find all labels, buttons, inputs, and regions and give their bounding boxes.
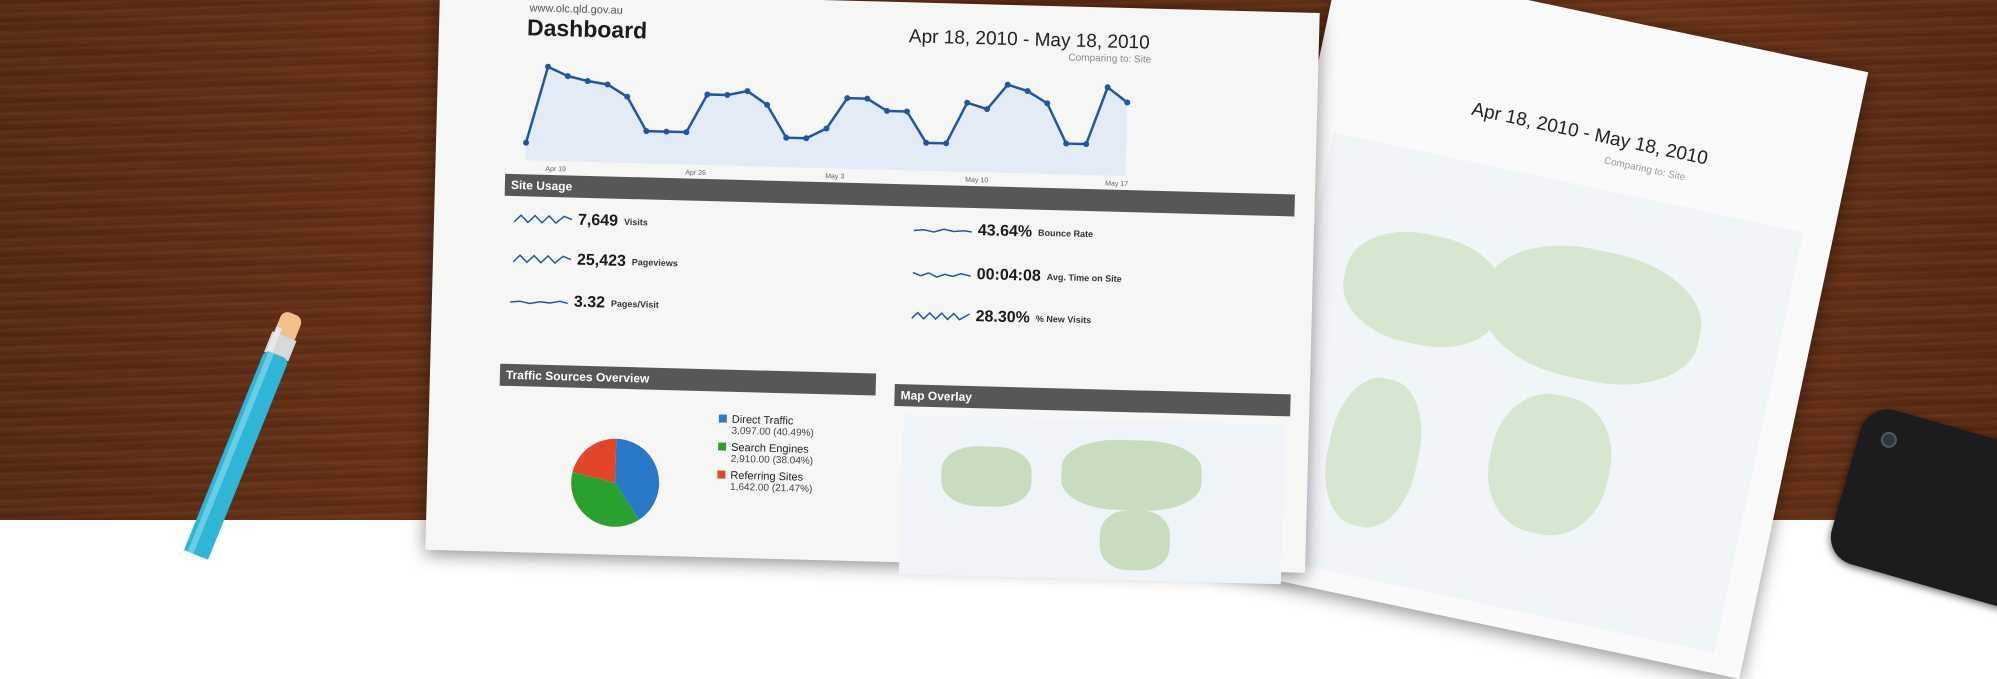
metric-new-visits: 28.30% % New Visits xyxy=(911,306,1091,329)
camera-icon xyxy=(1878,429,1899,450)
line-point xyxy=(564,73,571,80)
line-point xyxy=(984,106,991,113)
line-point xyxy=(803,135,810,142)
sparkline-icon xyxy=(509,300,569,305)
line-point xyxy=(1024,88,1031,95)
metric-value: 00:04:08 xyxy=(976,266,1041,285)
metric-label: Bounce Rate xyxy=(1037,227,1094,240)
pie-slice xyxy=(571,471,639,527)
metric-pages-visit: 3.32 Pages/Visit xyxy=(509,292,659,314)
legend-swatch xyxy=(717,470,726,479)
metric-value: 25,423 xyxy=(576,251,627,270)
line-point xyxy=(1044,100,1051,107)
sparkline-icon xyxy=(911,311,970,321)
legend-item-search: Search Engines 2,910.00 (38.04%) xyxy=(718,441,814,467)
metric-value: 3.32 xyxy=(573,293,606,312)
comparing-label: Comparing to: Site xyxy=(1068,52,1152,66)
pen xyxy=(184,312,302,562)
line-point xyxy=(1104,84,1111,91)
line-point xyxy=(1004,81,1011,88)
metric-label: Pages/Visit xyxy=(610,298,659,310)
traffic-sources-header: Traffic Sources Overview xyxy=(499,363,877,396)
map-overlay-header: Map Overlay xyxy=(894,384,1291,417)
line-point xyxy=(663,128,670,135)
sparkline-icon xyxy=(913,228,972,233)
line-point xyxy=(923,139,930,146)
legend-detail: 3,097.00 (40.49%) xyxy=(731,425,814,439)
line-point xyxy=(584,78,591,85)
line-point xyxy=(783,134,790,141)
line-point xyxy=(943,140,950,147)
line-point xyxy=(964,99,971,106)
line-point xyxy=(523,139,530,146)
pie-slice xyxy=(572,438,617,483)
line-point xyxy=(764,101,771,108)
metric-value: 28.30% xyxy=(975,308,1031,327)
line-point xyxy=(683,129,690,136)
legend-detail: 1,642.00 (21.47%) xyxy=(729,481,813,495)
metric-visits: 7,649 Visits xyxy=(513,210,649,231)
page-title: Dashboard xyxy=(526,14,648,44)
back-date-range: Apr 18, 2010 - May 18, 2010 xyxy=(1469,98,1710,170)
line-point xyxy=(844,95,851,102)
line-area xyxy=(525,66,1128,177)
traffic-legend: Direct Traffic 3,097.00 (40.49%) Search … xyxy=(717,413,814,499)
metric-label: % New Visits xyxy=(1035,313,1092,326)
line-point xyxy=(903,108,910,115)
line-point xyxy=(864,95,871,102)
line-point xyxy=(1063,140,1070,147)
line-point xyxy=(823,125,830,132)
line-point xyxy=(643,128,650,135)
metric-avg-time: 00:04:08 Avg. Time on Site xyxy=(912,264,1122,287)
back-world-map xyxy=(1244,132,1804,653)
metric-pageviews: 25,423 Pageviews xyxy=(512,250,679,272)
visits-line-chart: Apr 19 Apr 26 May 3 May 10 May 17 xyxy=(523,63,1131,188)
traffic-sources-pie xyxy=(571,438,660,527)
line-point xyxy=(883,107,890,114)
line-point xyxy=(1083,141,1090,148)
map-overlay-map xyxy=(898,414,1285,585)
line-point xyxy=(624,93,631,100)
legend-swatch xyxy=(718,442,727,451)
x-tick-label: Apr 19 xyxy=(545,166,566,174)
sparkline-icon xyxy=(512,254,572,265)
line-point xyxy=(604,81,611,88)
metric-value: 7,649 xyxy=(577,211,619,230)
line-point xyxy=(704,91,711,98)
date-range: Apr 18, 2010 - May 18, 2010 xyxy=(908,26,1150,54)
metric-label: Pageviews xyxy=(631,257,679,269)
sparkline-icon xyxy=(513,214,573,225)
x-tick-label: May 10 xyxy=(965,177,988,185)
line-point xyxy=(545,63,552,70)
metric-value: 43.64% xyxy=(977,222,1033,241)
metric-label: Visits xyxy=(623,216,649,228)
legend-item-direct: Direct Traffic 3,097.00 (40.49%) xyxy=(718,413,814,439)
x-tick-label: May 3 xyxy=(825,173,844,180)
x-tick-label: Apr 26 xyxy=(685,169,706,177)
pie-slice xyxy=(615,438,660,520)
legend-swatch xyxy=(718,414,727,423)
line-point xyxy=(1124,99,1131,106)
line-point xyxy=(724,91,731,98)
metric-bounce-rate: 43.64% Bounce Rate xyxy=(913,220,1094,243)
x-tick-label: May 17 xyxy=(1105,180,1128,188)
sparkline-icon xyxy=(912,271,971,278)
line-point xyxy=(744,88,751,95)
legend-item-referring: Referring Sites 1,642.00 (21.47%) xyxy=(717,469,813,495)
front-report-sheet: www.olc.qld.gov.au Dashboard Apr 18, 201… xyxy=(425,0,1320,585)
legend-detail: 2,910.00 (38.04%) xyxy=(730,453,814,467)
metric-label: Avg. Time on Site xyxy=(1046,271,1122,284)
